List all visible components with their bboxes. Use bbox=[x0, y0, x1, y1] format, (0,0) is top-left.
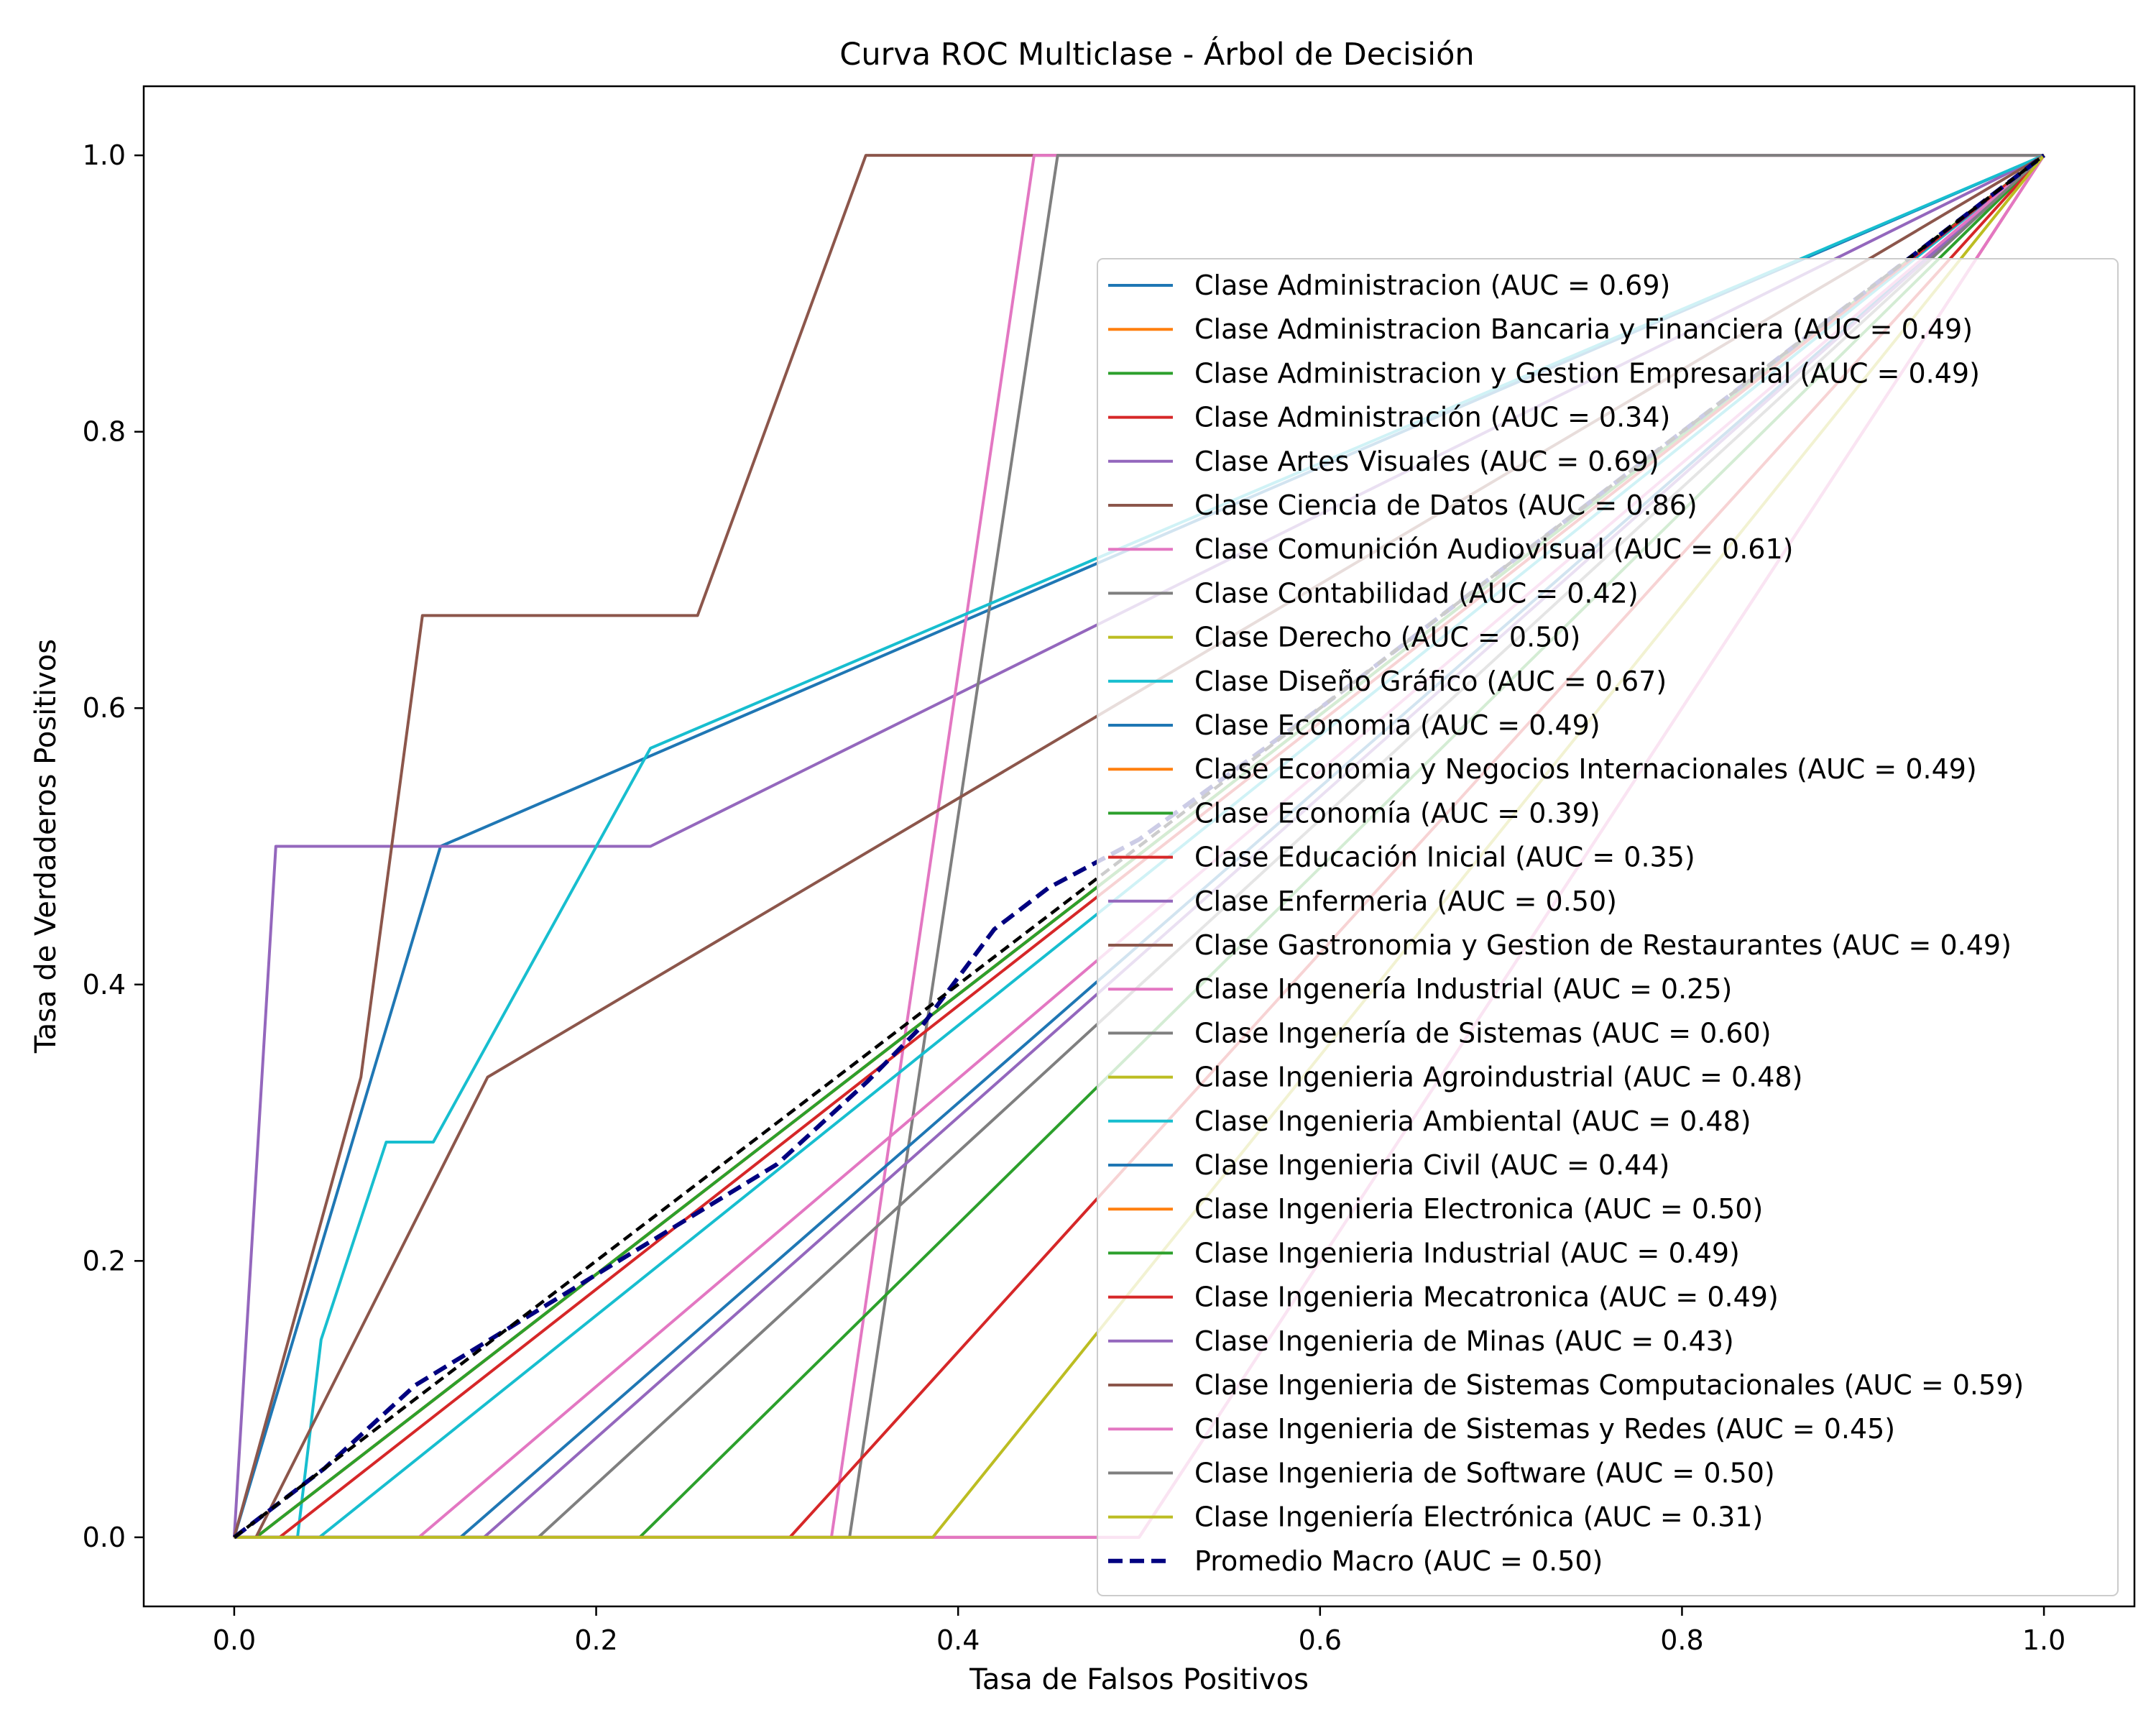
legend-label: Clase Economia (AUC = 0.49) bbox=[1194, 709, 1600, 741]
legend-label: Clase Diseño Gráfico (AUC = 0.67) bbox=[1194, 666, 1667, 697]
legend-label: Clase Ingenieria de Sistemas y Redes (AU… bbox=[1194, 1413, 1895, 1445]
x-tick-label: 0.4 bbox=[936, 1624, 980, 1656]
x-axis-label: Tasa de Falsos Positivos bbox=[969, 1663, 1309, 1696]
legend-label: Clase Economia y Negocios Internacionale… bbox=[1194, 753, 1977, 785]
x-tick-label: 0.0 bbox=[213, 1624, 256, 1656]
legend-label: Clase Comunición Audiovisual (AUC = 0.61… bbox=[1194, 533, 1793, 565]
legend-label: Clase Administracion (AUC = 0.69) bbox=[1194, 270, 1670, 301]
y-tick-label: 1.0 bbox=[83, 139, 126, 171]
legend-label: Clase Ingenieria Agroindustrial (AUC = 0… bbox=[1194, 1062, 1802, 1093]
legend-label: Clase Ciencia de Datos (AUC = 0.86) bbox=[1194, 489, 1697, 521]
legend-label: Clase Ingenieria Electronica (AUC = 0.50… bbox=[1194, 1193, 1763, 1225]
legend-label: Clase Administracion y Gestion Empresari… bbox=[1194, 357, 1980, 389]
y-axis-label: Tasa de Verdaderos Positivos bbox=[29, 639, 63, 1054]
legend-label: Clase Gastronomia y Gestion de Restauran… bbox=[1194, 929, 2012, 961]
legend-label: Clase Ingenería de Sistemas (AUC = 0.60) bbox=[1194, 1017, 1772, 1049]
chart-title: Curva ROC Multiclase - Árbol de Decisión bbox=[839, 36, 1474, 73]
legend-label: Clase Ingeniería Electrónica (AUC = 0.31… bbox=[1194, 1501, 1763, 1533]
legend-label: Clase Ingenieria Industrial (AUC = 0.49) bbox=[1194, 1237, 1740, 1269]
legend-label: Clase Administracion Bancaria y Financie… bbox=[1194, 313, 1973, 345]
legend-label: Clase Contabilidad (AUC = 0.42) bbox=[1194, 577, 1639, 609]
legend-label: Clase Ingenieria de Software (AUC = 0.50… bbox=[1194, 1457, 1775, 1489]
legend-label: Clase Derecho (AUC = 0.50) bbox=[1194, 622, 1580, 653]
y-tick-label: 0.8 bbox=[83, 416, 126, 448]
y-tick-label: 0.4 bbox=[83, 969, 126, 1000]
legend-label: Clase Ingenieria de Minas (AUC = 0.43) bbox=[1194, 1325, 1734, 1357]
legend-label: Clase Ingenieria Civil (AUC = 0.44) bbox=[1194, 1149, 1669, 1181]
legend-label: Clase Enfermeria (AUC = 0.50) bbox=[1194, 886, 1617, 917]
legend-label: Clase Ingenieria Ambiental (AUC = 0.48) bbox=[1194, 1105, 1751, 1137]
x-tick-label: 0.8 bbox=[1660, 1624, 1703, 1656]
legend: Clase Administracion (AUC = 0.69) Clase A… bbox=[1097, 258, 2119, 1596]
ticks-layer: 0.0 0.2 0.4 0.6 0.8 1.0 0.0 0.2 0.4 0.6 0.8 1.0 bbox=[83, 139, 2066, 1656]
legend-box bbox=[1097, 258, 2119, 1596]
legend-label: Clase Economía (AUC = 0.39) bbox=[1194, 797, 1600, 829]
legend-label: Clase Administración (AUC = 0.34) bbox=[1194, 402, 1670, 433]
legend-label: Clase Ingenieria Mecatronica (AUC = 0.49… bbox=[1194, 1282, 1779, 1313]
legend-label: Clase Educación Inicial (AUC = 0.35) bbox=[1194, 842, 1695, 873]
series-line-29 bbox=[233, 153, 2045, 1540]
x-tick-label: 1.0 bbox=[2022, 1624, 2065, 1656]
x-tick-label: 0.6 bbox=[1299, 1624, 1342, 1656]
legend-label: Clase Ingenería Industrial (AUC = 0.25) bbox=[1194, 973, 1732, 1005]
y-tick-label: 0.0 bbox=[83, 1522, 126, 1553]
plot-frame bbox=[142, 85, 2136, 1608]
y-tick-label: 0.6 bbox=[83, 692, 126, 724]
legend-label: Clase Artes Visuales (AUC = 0.69) bbox=[1194, 446, 1659, 477]
legend-label: Clase Ingenieria de Sistemas Computacion… bbox=[1194, 1369, 2024, 1401]
y-tick-label: 0.2 bbox=[83, 1245, 126, 1276]
legend-label: Promedio Macro (AUC = 0.50) bbox=[1194, 1545, 1603, 1577]
x-tick-label: 0.2 bbox=[574, 1624, 617, 1656]
